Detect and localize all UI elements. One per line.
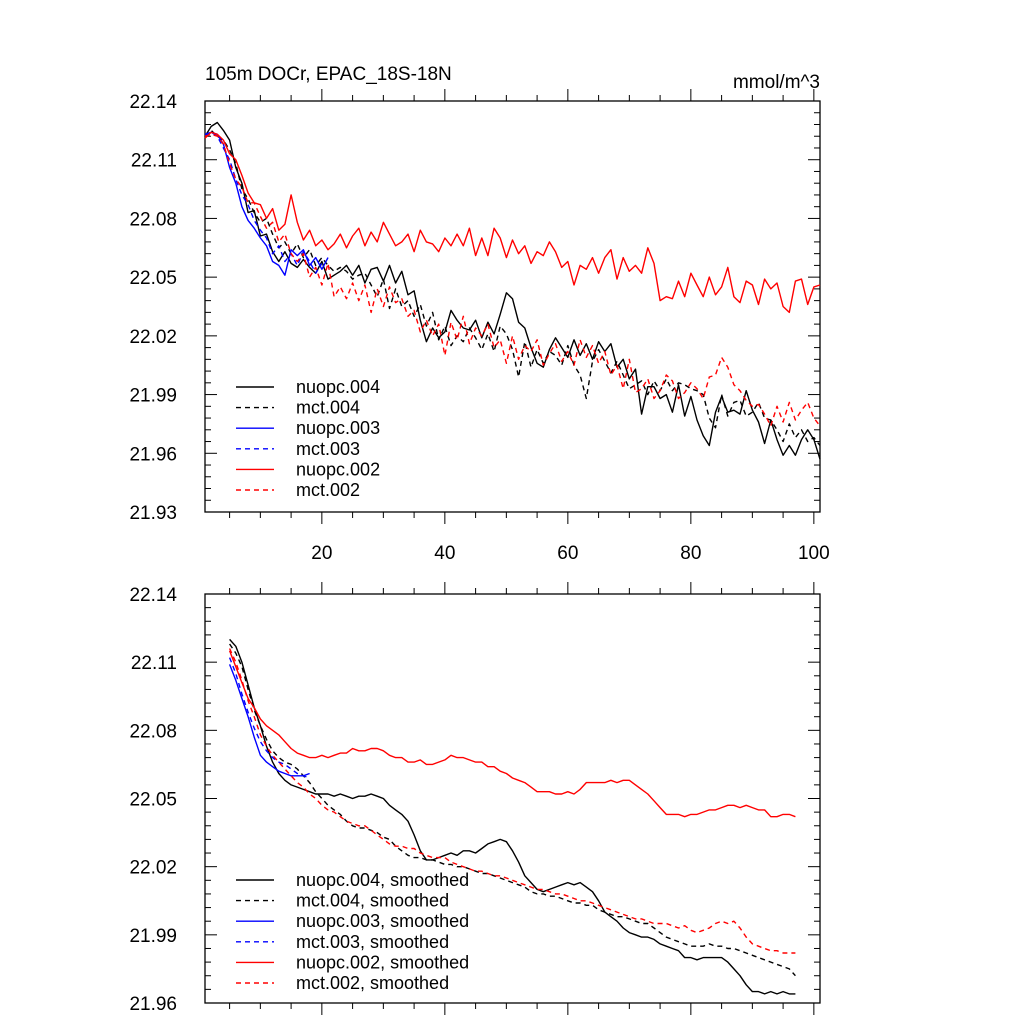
y-tick-label: 21.96: [129, 994, 177, 1015]
chart-title: 105m DOCr, EPAC_18S-18N: [205, 64, 452, 85]
y-tick-label: 21.99: [129, 386, 177, 407]
y-tick-label: 22.02: [129, 858, 177, 879]
series-line: [204, 121, 821, 460]
x-tick-label: 20: [311, 543, 332, 564]
y-tick-label: 22.14: [129, 585, 177, 606]
bottom-panel: 21.96 21.99 22.02 22.05 22.08 22.11 22.14 nuopc…: [129, 582, 821, 1015]
legend-label: mct.002: [296, 480, 360, 500]
legend-label: mct.004, smoothed: [296, 891, 449, 911]
y-tick-label: 22.02: [129, 327, 177, 348]
x-tick-label: 40: [434, 543, 455, 564]
units-label: mmol/m^3: [733, 72, 820, 93]
series-line: [228, 648, 796, 954]
legend-label: nuopc.003: [296, 418, 380, 438]
y-tick-label: 22.14: [129, 92, 177, 113]
series-line: [204, 133, 821, 427]
series-line: [228, 664, 310, 777]
series-line: [228, 650, 796, 818]
y-tick-label: 22.11: [131, 653, 177, 674]
top-panel: 21.93 21.96 21.99 22.02 22.05 22.08 22.11 22.14…: [129, 64, 829, 564]
legend-label: mct.003: [296, 439, 360, 459]
legend-label: nuopc.004, smoothed: [296, 870, 469, 890]
x-tick-label: 60: [557, 543, 578, 564]
y-tick-label: 22.08: [129, 209, 177, 230]
y-tick-label: 21.96: [129, 444, 177, 465]
y-tick-label: 22.11: [131, 151, 177, 172]
legend-label: nuopc.003, smoothed: [296, 911, 469, 931]
legend-label: nuopc.004: [296, 377, 380, 397]
y-tick-label: 21.99: [129, 926, 177, 947]
series-line: [204, 131, 329, 276]
plot-frame: [204, 100, 821, 513]
y-tick-label: 21.93: [129, 503, 177, 524]
series-line: [204, 129, 821, 446]
y-tick-label: 22.08: [129, 721, 177, 742]
legend-label: nuopc.002, smoothed: [296, 952, 469, 972]
series-line: [204, 131, 323, 274]
x-tick-label: 100: [798, 543, 830, 564]
series-line: [228, 657, 310, 779]
series-line: [229, 643, 796, 977]
y-tick-label: 22.05: [129, 790, 177, 811]
legend-label: mct.003, smoothed: [296, 932, 449, 952]
legend-label: mct.002, smoothed: [296, 973, 449, 993]
x-tick-label: 80: [680, 543, 701, 564]
legend-label: mct.004: [296, 398, 360, 418]
legend-label: nuopc.002: [296, 459, 380, 479]
y-tick-label: 22.05: [129, 268, 177, 289]
series-line: [229, 638, 796, 995]
series-line: [204, 131, 821, 314]
